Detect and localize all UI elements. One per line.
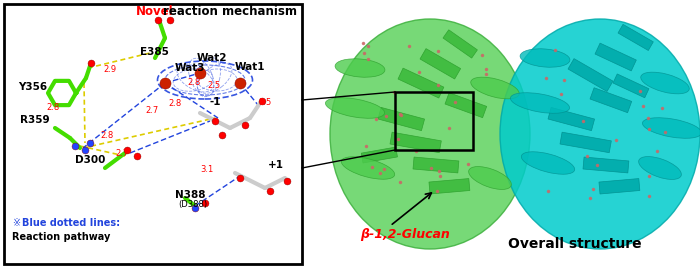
Text: Novel: Novel — [136, 5, 174, 18]
Text: 2.7: 2.7 — [145, 106, 158, 115]
Text: 3.5: 3.5 — [258, 98, 272, 107]
Ellipse shape — [335, 59, 385, 77]
Text: (D388): (D388) — [178, 200, 207, 209]
Text: 2.8: 2.8 — [187, 78, 200, 87]
Text: Overall structure: Overall structure — [508, 237, 642, 251]
Text: 2.7: 2.7 — [115, 149, 128, 158]
Ellipse shape — [643, 118, 700, 138]
Text: D300: D300 — [75, 155, 106, 165]
Text: Wat2: Wat2 — [197, 53, 228, 63]
Bar — [420, 49, 461, 79]
Text: R359: R359 — [20, 115, 50, 125]
Ellipse shape — [468, 167, 512, 189]
Text: 2.9: 2.9 — [103, 65, 116, 74]
Bar — [429, 178, 470, 194]
Bar — [4, 4, 302, 264]
Ellipse shape — [522, 152, 575, 174]
Bar — [443, 30, 477, 58]
Text: -1: -1 — [210, 97, 221, 107]
Bar — [618, 24, 653, 50]
Bar — [595, 43, 636, 71]
Text: ※: ※ — [12, 218, 20, 228]
Bar — [445, 93, 486, 118]
Ellipse shape — [520, 49, 570, 67]
Ellipse shape — [342, 157, 395, 179]
Text: reaction mechanism: reaction mechanism — [163, 5, 297, 18]
Bar — [398, 68, 444, 98]
Bar — [613, 74, 649, 98]
Text: 2.8: 2.8 — [168, 99, 181, 108]
Text: 3.1: 3.1 — [200, 165, 214, 174]
Text: β-1,2-Glucan: β-1,2-Glucan — [360, 228, 449, 241]
Text: Y356: Y356 — [18, 82, 47, 92]
Bar — [395, 92, 473, 150]
Text: 2.8: 2.8 — [100, 131, 113, 140]
Text: 2.5: 2.5 — [207, 81, 220, 90]
Bar — [590, 88, 631, 113]
Text: Wat3: Wat3 — [175, 63, 206, 73]
Text: 2.8: 2.8 — [46, 103, 60, 112]
Text: Reaction pathway: Reaction pathway — [12, 232, 111, 242]
Ellipse shape — [330, 19, 530, 249]
Text: Blue dotted lines:: Blue dotted lines: — [22, 218, 120, 228]
Bar — [390, 132, 441, 153]
Ellipse shape — [640, 72, 690, 94]
Bar — [560, 132, 611, 153]
Ellipse shape — [638, 157, 681, 180]
Ellipse shape — [470, 77, 519, 99]
Bar — [599, 178, 640, 194]
Ellipse shape — [326, 98, 384, 118]
Bar — [583, 157, 629, 173]
Text: Wat1: Wat1 — [235, 62, 265, 72]
Ellipse shape — [510, 93, 570, 113]
Bar — [361, 147, 398, 163]
Bar — [548, 107, 594, 131]
Text: N388: N388 — [175, 190, 206, 200]
Bar — [413, 157, 459, 173]
Ellipse shape — [500, 19, 700, 249]
Text: E385: E385 — [140, 47, 169, 57]
Bar — [378, 107, 425, 131]
Bar — [568, 59, 613, 91]
Text: +1: +1 — [268, 160, 284, 170]
